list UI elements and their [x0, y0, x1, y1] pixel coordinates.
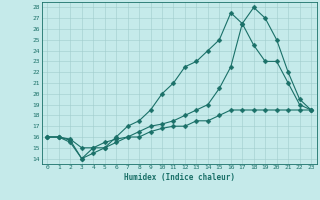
X-axis label: Humidex (Indice chaleur): Humidex (Indice chaleur) — [124, 173, 235, 182]
